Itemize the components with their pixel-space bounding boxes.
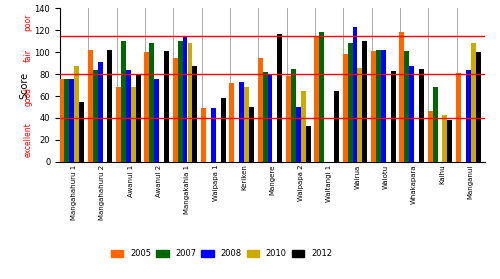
Bar <box>131 87 136 162</box>
Bar <box>410 66 414 162</box>
Bar <box>240 82 244 162</box>
Bar <box>376 50 381 162</box>
Bar <box>400 32 404 162</box>
Bar <box>358 68 362 162</box>
Bar <box>182 37 188 162</box>
Bar <box>173 58 178 162</box>
Bar <box>371 51 376 162</box>
Bar <box>334 91 339 162</box>
Bar <box>230 83 234 162</box>
Bar <box>121 41 126 162</box>
Bar <box>419 69 424 162</box>
Bar <box>352 27 358 162</box>
Bar <box>70 78 74 162</box>
Text: fair: fair <box>24 49 32 62</box>
Bar <box>60 78 64 162</box>
Bar <box>258 58 262 162</box>
Bar <box>381 50 386 162</box>
Bar <box>150 44 154 162</box>
Bar <box>108 50 112 162</box>
Bar <box>154 78 159 162</box>
Bar <box>211 108 216 162</box>
Bar <box>471 44 476 162</box>
Bar <box>164 51 169 162</box>
Bar <box>320 32 324 162</box>
Bar <box>348 44 352 162</box>
Bar <box>301 91 306 162</box>
Bar <box>448 120 452 162</box>
Bar <box>249 107 254 162</box>
Bar <box>79 102 84 162</box>
Bar <box>201 108 206 162</box>
Bar <box>262 72 268 162</box>
Bar <box>428 111 432 162</box>
Bar <box>126 70 131 162</box>
Bar <box>286 76 291 162</box>
Bar <box>476 52 480 162</box>
Legend: 2005, 2007, 2008, 2010, 2012: 2005, 2007, 2008, 2010, 2012 <box>108 246 336 261</box>
Bar <box>314 36 320 162</box>
Bar <box>362 41 368 162</box>
Bar <box>92 70 98 162</box>
Bar <box>306 126 310 162</box>
Text: poor: poor <box>24 14 32 31</box>
Bar <box>116 87 121 162</box>
Bar <box>64 78 70 162</box>
Text: excellent: excellent <box>24 122 32 157</box>
Bar <box>456 73 461 162</box>
Bar <box>278 33 282 162</box>
Bar <box>343 54 347 162</box>
Bar <box>136 74 140 162</box>
Bar <box>291 69 296 162</box>
Bar <box>442 115 448 162</box>
Bar <box>188 44 192 162</box>
Bar <box>296 107 301 162</box>
Bar <box>244 87 249 162</box>
Bar <box>74 66 79 162</box>
Text: good: good <box>24 86 32 105</box>
Bar <box>98 62 102 162</box>
Bar <box>466 70 471 162</box>
Bar <box>88 50 92 162</box>
Bar <box>192 66 198 162</box>
Bar <box>432 87 438 162</box>
Bar <box>268 75 272 162</box>
Bar <box>178 41 182 162</box>
Bar <box>144 52 150 162</box>
Bar <box>390 71 396 162</box>
Bar <box>220 98 226 162</box>
Y-axis label: Score: Score <box>19 71 29 99</box>
Bar <box>404 51 409 162</box>
